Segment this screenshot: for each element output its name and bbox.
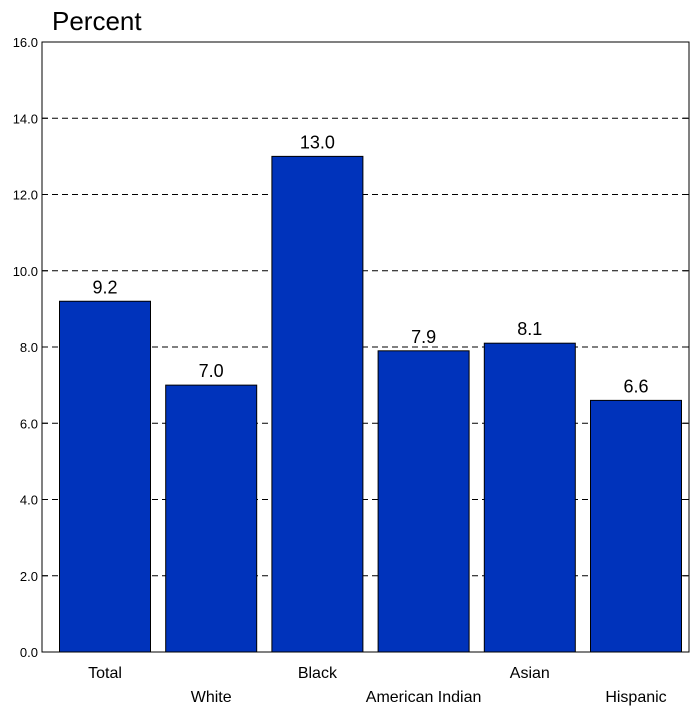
value-label: 7.0 <box>199 361 224 381</box>
value-label: 9.2 <box>92 277 117 297</box>
category-label: Asian <box>510 665 550 682</box>
category-label: Hispanic <box>605 689 666 706</box>
bar <box>165 384 258 653</box>
value-label: 13.0 <box>300 132 335 152</box>
y-tick-label: 6.0 <box>20 416 38 431</box>
y-tick-label: 2.0 <box>20 569 38 584</box>
y-ticks: 0.0 2.0 4.0 6.0 8.0 10.0 12.0 14.0 16.0 <box>13 35 689 660</box>
bars <box>59 155 682 653</box>
y-tick-label: 10.0 <box>13 264 38 279</box>
y-tick-label: 16.0 <box>13 35 38 50</box>
category-label: Total <box>88 665 122 682</box>
x-category-labels: Total White Black American Indian Asian Hispa… <box>88 665 667 706</box>
plot-frame <box>41 41 690 653</box>
value-label: 7.9 <box>411 327 436 347</box>
y-tick-label: 14.0 <box>13 111 38 126</box>
category-label: American Indian <box>366 689 482 706</box>
y-axis-label: Percent <box>52 6 142 36</box>
bar <box>377 350 470 653</box>
category-label: Black <box>298 665 338 682</box>
y-tick-label: 12.0 <box>13 188 38 203</box>
value-label: 8.1 <box>517 319 542 339</box>
y-tick-label: 4.0 <box>20 493 38 508</box>
bar <box>483 342 576 653</box>
value-labels: 9.2 7.0 13.0 7.9 8.1 6.6 <box>92 132 648 396</box>
value-label: 6.6 <box>623 376 648 396</box>
y-tick-label: 8.0 <box>20 340 38 355</box>
bar <box>59 300 151 653</box>
y-tick-label: 0.0 <box>20 645 38 660</box>
bar <box>590 399 682 653</box>
category-label: White <box>191 689 232 706</box>
bar <box>271 155 364 653</box>
